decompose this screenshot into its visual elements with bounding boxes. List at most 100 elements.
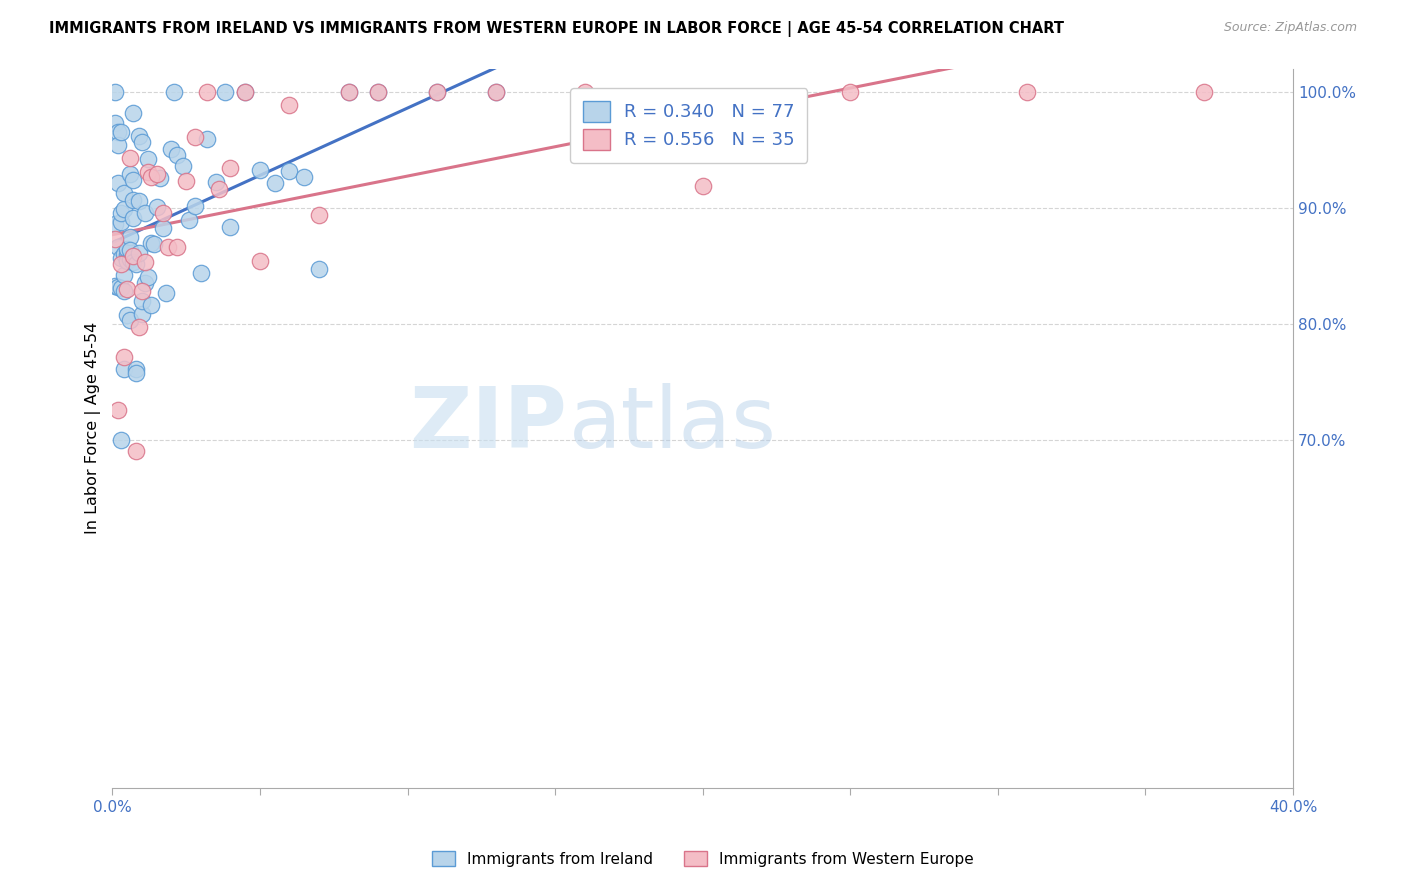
Y-axis label: In Labor Force | Age 45-54: In Labor Force | Age 45-54 [86,322,101,534]
Point [179,213,201,227]
Point [195,132,218,146]
Point [110,281,132,295]
Point [128,246,150,260]
Point [145,167,167,181]
Point [195,85,218,99]
Point [128,129,150,144]
Point [112,268,135,282]
Point [104,116,127,130]
Point [107,138,129,153]
Point [122,249,145,263]
Point [426,85,449,99]
Point [120,230,142,244]
Point [139,236,162,251]
Point [125,366,148,380]
Point [104,279,127,293]
Point [122,173,145,187]
Point [367,85,389,99]
Point [692,179,714,194]
Point [278,98,301,112]
Point [152,221,174,235]
Point [110,215,132,229]
Point [131,284,153,298]
Point [128,194,150,209]
Point [139,298,162,312]
Point [110,206,132,220]
Point [104,85,127,99]
Point [134,206,156,220]
Point [120,252,142,267]
Point [120,243,142,257]
Point [145,200,167,214]
Text: ZIP: ZIP [409,383,567,466]
Point [308,262,330,277]
Point [152,206,174,220]
Point [115,253,138,268]
Point [122,106,145,120]
Point [115,248,138,262]
Point [112,362,135,376]
Point [149,171,172,186]
Point [115,308,138,322]
Point [233,85,256,99]
Point [337,85,360,99]
Point [115,282,138,296]
Point [110,433,132,447]
Point [125,444,148,458]
Point [166,239,188,253]
Point [249,162,271,177]
Point [120,151,142,165]
Point [110,256,132,270]
Point [204,175,226,189]
Point [131,294,153,309]
Point [163,85,186,99]
Text: IMMIGRANTS FROM IRELAND VS IMMIGRANTS FROM WESTERN EUROPE IN LABOR FORCE | AGE 4: IMMIGRANTS FROM IRELAND VS IMMIGRANTS FR… [49,21,1064,37]
Point [142,237,165,252]
Point [155,286,177,301]
Point [308,208,330,222]
Point [136,269,159,284]
Point [292,169,315,184]
Point [110,252,132,266]
Point [160,142,183,156]
Point [125,361,148,376]
Point [367,85,389,99]
Point [112,186,135,201]
Point [172,159,194,173]
Point [120,313,142,327]
Point [184,199,207,213]
Text: atlas: atlas [569,383,778,466]
Point [219,161,242,175]
Point [107,125,129,139]
Point [110,126,132,140]
Point [115,242,138,256]
Point [122,255,145,269]
Point [125,257,148,271]
Point [131,135,153,149]
Point [120,167,142,181]
Point [115,253,138,268]
Point [249,253,271,268]
Point [134,255,156,269]
Point [112,284,135,298]
Point [104,218,127,232]
Point [485,85,508,99]
Legend: Immigrants from Ireland, Immigrants from Western Europe: Immigrants from Ireland, Immigrants from… [426,845,980,872]
Point [157,240,180,254]
Point [337,85,360,99]
Point [122,193,145,207]
Point [107,402,129,417]
Point [219,220,242,235]
Point [139,170,162,185]
Point [112,350,135,364]
Point [112,202,135,217]
Point [574,85,596,99]
Point [112,247,135,261]
Point [263,176,285,190]
Point [107,240,129,254]
Point [136,165,159,179]
Point [485,85,508,99]
Point [278,164,301,178]
Point [426,85,449,99]
Point [134,276,156,290]
